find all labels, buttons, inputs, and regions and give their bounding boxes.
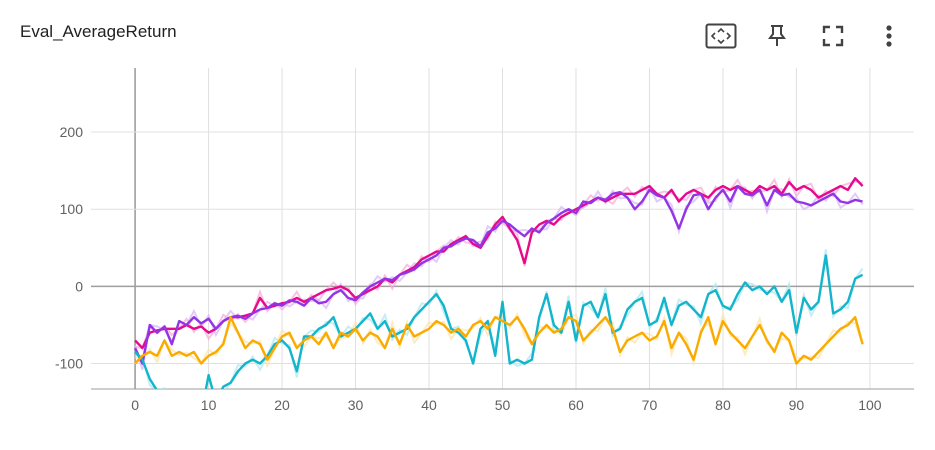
- chart-title: Eval_AverageReturn: [20, 22, 177, 41]
- raw-series-line: [134, 184, 864, 370]
- series-line[interactable]: [134, 254, 864, 414]
- fullscreen-button[interactable]: [805, 18, 861, 54]
- x-tick-label: 60: [568, 397, 584, 413]
- x-tick-label: 70: [642, 397, 658, 413]
- smoothed-series-lines: [134, 177, 864, 414]
- x-tick-label: 0: [131, 397, 139, 413]
- x-tick-label: 50: [495, 397, 511, 413]
- x-tick-label: 100: [858, 397, 882, 413]
- y-tick-label: 0: [75, 278, 83, 294]
- x-tick-label: 80: [715, 397, 731, 413]
- y-tick-label: 200: [60, 124, 84, 140]
- series-line[interactable]: [134, 316, 864, 365]
- x-tick-label: 40: [421, 397, 437, 413]
- series-line[interactable]: [134, 177, 864, 350]
- card-toolbar: [693, 18, 917, 54]
- fullscreen-icon: [822, 25, 844, 47]
- axis-tick-labels: 0 10 20 30 40 50 60 70 80 90 100 -100 0 100 200: [55, 124, 882, 413]
- grid-lines: [91, 68, 914, 390]
- more-vert-icon: [886, 25, 892, 47]
- x-tick-label: 20: [274, 397, 290, 413]
- x-tick-label: 90: [789, 397, 805, 413]
- more-options-button[interactable]: [861, 18, 917, 54]
- pin-icon: [768, 25, 786, 46]
- x-tick-label: 10: [201, 397, 217, 413]
- fit-domain-button[interactable]: [693, 18, 749, 54]
- fit-domain-icon: [705, 23, 737, 49]
- y-tick-label: -100: [55, 356, 83, 372]
- pin-button[interactable]: [749, 18, 805, 54]
- y-tick-label: 100: [60, 201, 84, 217]
- x-tick-label: 30: [348, 397, 364, 413]
- raw-series-lines: [134, 176, 864, 389]
- series-line[interactable]: [134, 184, 863, 365]
